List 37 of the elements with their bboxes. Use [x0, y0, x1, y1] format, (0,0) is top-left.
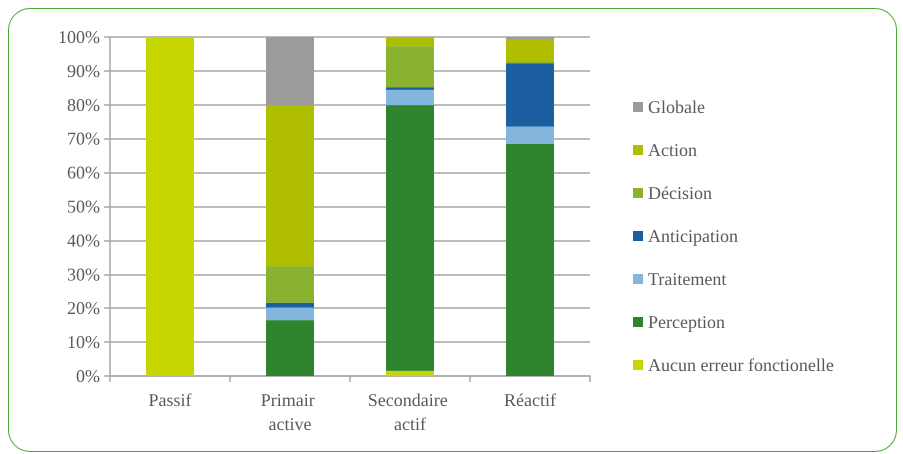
bar — [386, 46, 434, 88]
bar — [266, 106, 314, 266]
y-tick-label: 40% — [67, 230, 100, 250]
bar — [266, 308, 314, 320]
bar — [266, 302, 314, 308]
legend-label: Perception — [648, 312, 725, 332]
bar — [386, 105, 434, 371]
legend-label: Action — [648, 140, 697, 160]
y-tick-label: 20% — [67, 298, 100, 318]
x-tick-label: Secondaire actif — [368, 390, 452, 434]
bar — [506, 63, 554, 126]
bar — [386, 37, 434, 46]
legend-label: Anticipation — [648, 226, 738, 246]
y-tick-label: 100% — [58, 27, 100, 47]
legend-label: Traitement — [648, 269, 726, 289]
legend-label: Aucun erreur fonctionelle — [648, 355, 834, 375]
bar — [506, 144, 554, 376]
bar — [386, 90, 434, 106]
bar — [146, 37, 194, 376]
x-tick-label: Primair active — [260, 390, 320, 434]
x-tick-label: Passif — [148, 390, 192, 410]
legend-label: Globale — [648, 97, 705, 117]
y-tick-label: 90% — [67, 60, 100, 81]
y-tick-label: 60% — [67, 162, 100, 183]
bar — [266, 320, 314, 376]
bar — [506, 126, 554, 144]
y-tick-label: 30% — [67, 264, 100, 284]
y-tick-label: 70% — [67, 128, 100, 149]
bar — [506, 39, 554, 62]
bar — [386, 370, 434, 376]
legend-label: Décision — [648, 183, 712, 203]
y-tick-label: 10% — [67, 332, 100, 352]
y-tick-label: 0% — [76, 366, 100, 386]
y-tick-label: 80% — [67, 94, 100, 115]
y-tick-label: 50% — [67, 196, 100, 216]
bar — [266, 266, 314, 303]
x-tick-label: Réactif — [504, 390, 556, 410]
